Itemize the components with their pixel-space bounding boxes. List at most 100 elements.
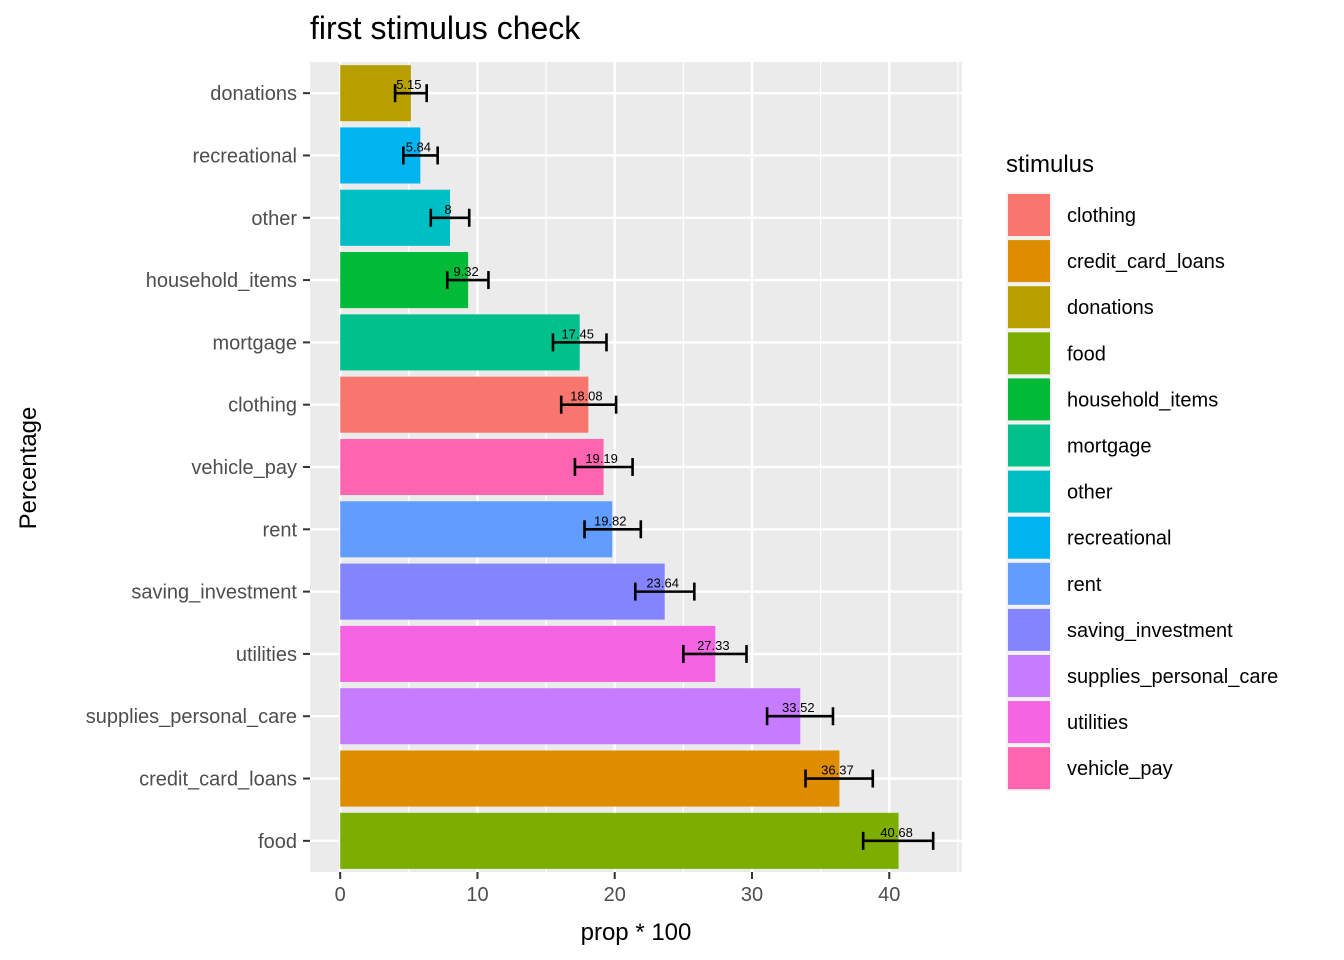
error-bar-other [429,208,471,227]
data-label-donations: 5.15 [396,77,421,92]
legend-title: stimulus [1006,151,1094,178]
x-axis-title: prop * 100 [581,919,692,946]
bar-mortgage [340,314,580,371]
data-label-food: 40.68 [880,825,913,840]
data-label-household-items: 9.32 [453,264,478,279]
legend-label: donations [1067,297,1154,319]
y-tick-label-rent: rent [263,519,298,541]
data-label-recreational: 5.84 [406,139,431,154]
legend-item-vehicle-pay: vehicle_pay [1006,745,1173,792]
legend-swatch [1008,608,1050,651]
legend-swatch [1008,194,1050,236]
legend-item-other: other [1006,468,1113,515]
legend-item-clothing: clothing [1006,192,1136,238]
legend-swatch [1008,747,1050,790]
legend-item-recreational: recreational [1006,514,1172,561]
y-tick-label-supplies-personal-care: supplies_personal_care [86,706,297,728]
y-tick-label-food: food [258,831,297,853]
legend-swatch [1008,655,1050,697]
data-label-supplies-personal-care: 33.52 [782,700,815,715]
legend-swatch [1008,240,1050,283]
data-label-utilities: 27.33 [697,638,730,653]
y-tick-label-mortgage: mortgage [213,332,298,354]
y-tick-label-household-items: household_items [146,270,297,292]
legend-label: saving_investment [1067,620,1233,642]
legend-item-supplies-personal-care: supplies_personal_care [1006,653,1278,699]
legend-item-mortgage: mortgage [1006,422,1152,469]
chart-title: first stimulus check [310,10,581,46]
legend-item-credit-card-loans: credit_card_loans [1006,238,1225,285]
bar-food [340,812,899,869]
bar-saving-investment [340,563,665,620]
legend-label: utilities [1067,712,1128,734]
y-axis-title: Percentage [15,407,42,530]
error-bar-mortgage [551,333,608,352]
legend-label: rent [1067,574,1102,596]
legend-swatch [1008,378,1050,421]
error-bar-utilities [682,644,748,663]
data-label-other: 8 [444,202,451,217]
bar-supplies-personal-care [340,688,801,745]
y-tick-label-other: other [251,208,297,230]
bars [340,65,899,869]
error-bar-clothing [559,395,618,414]
data-label-saving-investment: 23.64 [646,576,679,591]
data-label-credit-card-loans: 36.37 [821,763,854,778]
x-tick-label-20: 20 [604,884,626,906]
legend-label: clothing [1067,205,1136,227]
bar-rent [340,501,613,558]
y-tick-label-clothing: clothing [228,395,297,417]
data-labels: 5.15 5.84 8 9.32 17.45 18.08 19.19 19.82 23.64 27… [396,77,913,840]
error-bar-food [861,831,935,850]
error-bar-vehicle-pay [573,458,634,476]
legend-label: other [1067,482,1113,504]
legend-swatch [1008,516,1050,559]
legend-label: food [1067,343,1106,365]
error-bar-credit-card-loans [804,769,875,788]
y-tick-label-credit-card-loans: credit_card_loans [139,769,297,791]
legend-swatch [1008,286,1050,329]
error-bar-rent [583,520,643,539]
error-bar-saving-investment [634,582,696,601]
y-tick-label-recreational: recreational [192,145,297,167]
legend-label: vehicle_pay [1067,758,1173,780]
legend-label: supplies_personal_care [1067,666,1278,688]
legend-swatch [1008,470,1050,513]
y-tick-label-vehicle-pay: vehicle_pay [191,457,297,479]
data-label-clothing: 18.08 [570,389,603,404]
data-label-vehicle-pay: 19.19 [585,451,618,466]
x-axis: 0 10 20 30 40 [335,872,900,906]
error-bars [393,84,935,850]
error-bar-supplies-personal-care [765,707,835,726]
error-bar-recreational [402,146,439,165]
legend-swatch [1008,424,1050,467]
legend-item-donations: donations [1006,284,1154,331]
legend-item-saving-investment: saving_investment [1006,606,1233,653]
legend-label: household_items [1067,389,1218,411]
bar-credit-card-loans [340,750,840,807]
y-tick-label-donations: donations [210,83,297,105]
x-tick-label-10: 10 [466,884,488,906]
legend-swatch [1008,701,1050,744]
bar-utilities [340,625,716,682]
legend: stimulus clothing credit_card_loansdonati… [1006,151,1278,792]
legend-label: recreational [1067,528,1172,550]
legend-item-food: food [1006,330,1106,377]
legend-item-utilities: utilities [1006,699,1128,746]
error-bar-donations [393,84,428,103]
y-axis: donations recreational other household_item… [86,83,310,853]
data-label-mortgage: 17.45 [561,326,594,341]
x-tick-label-40: 40 [878,884,900,906]
legend-item-household-items: household_items [1006,376,1218,423]
legend-swatch [1008,562,1050,605]
bar-vehicle-pay [340,438,604,496]
legend-item-rent: rent [1006,560,1102,607]
legend-label: mortgage [1067,436,1152,458]
x-tick-label-30: 30 [741,884,763,906]
legend-label: credit_card_loans [1067,251,1225,273]
legend-swatch [1008,332,1050,375]
data-label-rent: 19.82 [594,513,627,528]
error-bar-household-items [445,271,490,290]
bar-clothing [340,376,589,433]
